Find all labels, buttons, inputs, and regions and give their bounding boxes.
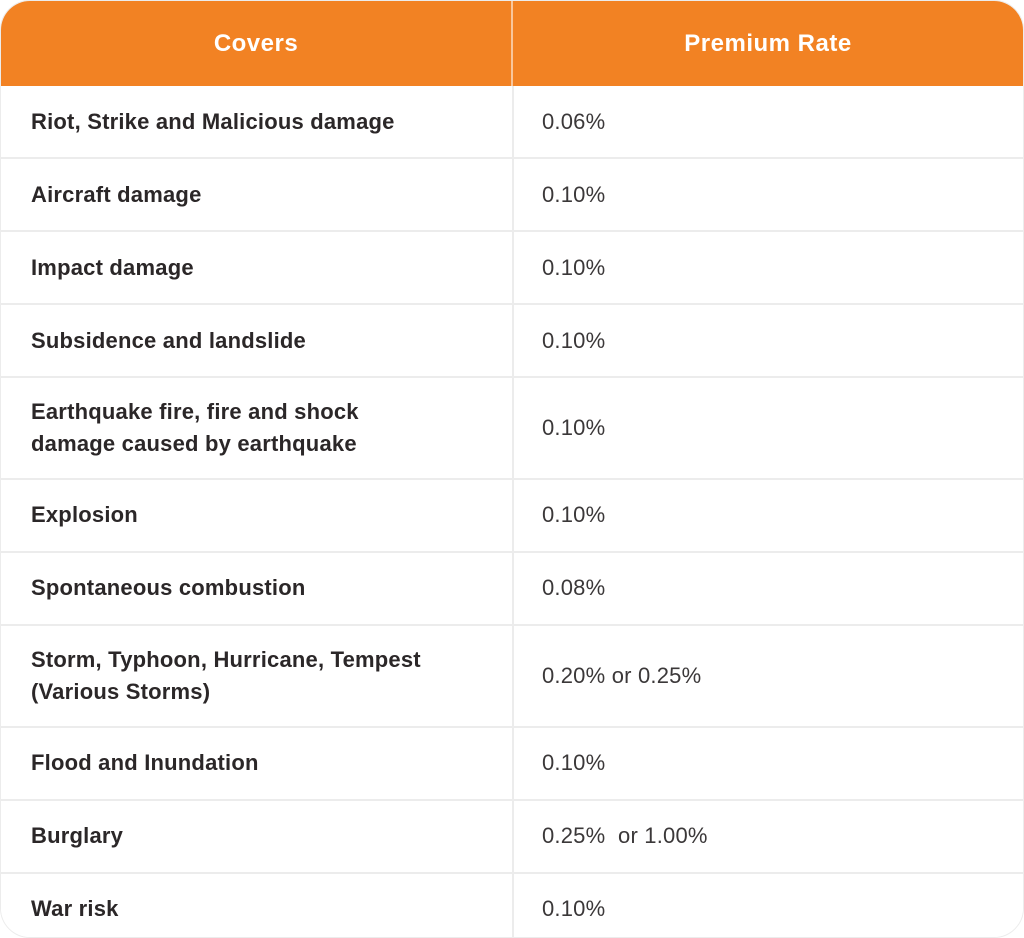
premium-rate-value: 0.10%	[512, 232, 1023, 303]
premium-rate-value: 0.10%	[512, 873, 1023, 937]
cover-label: Subsidence and landslide	[31, 327, 306, 353]
premium-rate-value: 0.06%	[512, 86, 1023, 157]
premium-rate-value: 0.08%	[512, 552, 1023, 624]
premium-rate-value: 0.25% or 1.00%	[512, 800, 1023, 872]
cover-label: Storm, Typhoon, Hurricane, Tempest (Vari…	[31, 646, 421, 704]
table-header-row: Covers Premium Rate	[1, 1, 1023, 86]
table-row: Subsidence and landslide 0.10%	[1, 305, 1023, 378]
table-row: Aircraft damage 0.10%	[1, 159, 1023, 232]
premium-rate-value: 0.10%	[512, 305, 1023, 376]
cover-label: Aircraft damage	[31, 181, 202, 207]
cover-label: Impact damage	[31, 254, 194, 280]
cover-label: Burglary	[31, 823, 124, 849]
cover-label: Spontaneous combustion	[31, 575, 306, 601]
table-row: Storm, Typhoon, Hurricane, Tempest (Vari…	[1, 625, 1023, 728]
table-row: Impact damage 0.10%	[1, 232, 1023, 305]
premium-rate-value: 0.10%	[512, 159, 1023, 230]
table-row: Flood and Inundation 0.10%	[1, 727, 1023, 801]
column-header-covers: Covers	[213, 29, 299, 57]
table-row: Earthquake fire, fire and shock damage c…	[1, 378, 1023, 480]
cover-label: Earthquake fire, fire and shock damage c…	[31, 399, 359, 456]
premium-rate-value: 0.10%	[512, 479, 1023, 551]
premium-rate-value: 0.10%	[512, 727, 1023, 799]
cover-label: Riot, Strike and Malicious damage	[31, 108, 395, 134]
table-row: Explosion 0.10%	[1, 479, 1023, 553]
premium-rate-value: 0.20% or 0.25%	[512, 625, 1023, 726]
column-header-premium-rate: Premium Rate	[511, 1, 1023, 86]
cover-label: Explosion	[31, 502, 138, 528]
table-row: Spontaneous combustion 0.08%	[1, 552, 1023, 626]
premium-rate-value: 0.10%	[512, 378, 1023, 478]
cover-label: Flood and Inundation	[31, 750, 259, 776]
table-row: Burglary 0.25% or 1.00%	[1, 800, 1023, 874]
table-body: Riot, Strike and Malicious damage 0.06% …	[1, 86, 1023, 937]
cover-label: War risk	[31, 896, 119, 922]
table-row: Riot, Strike and Malicious damage 0.06%	[1, 86, 1023, 159]
table-row: War risk 0.10%	[1, 873, 1023, 937]
